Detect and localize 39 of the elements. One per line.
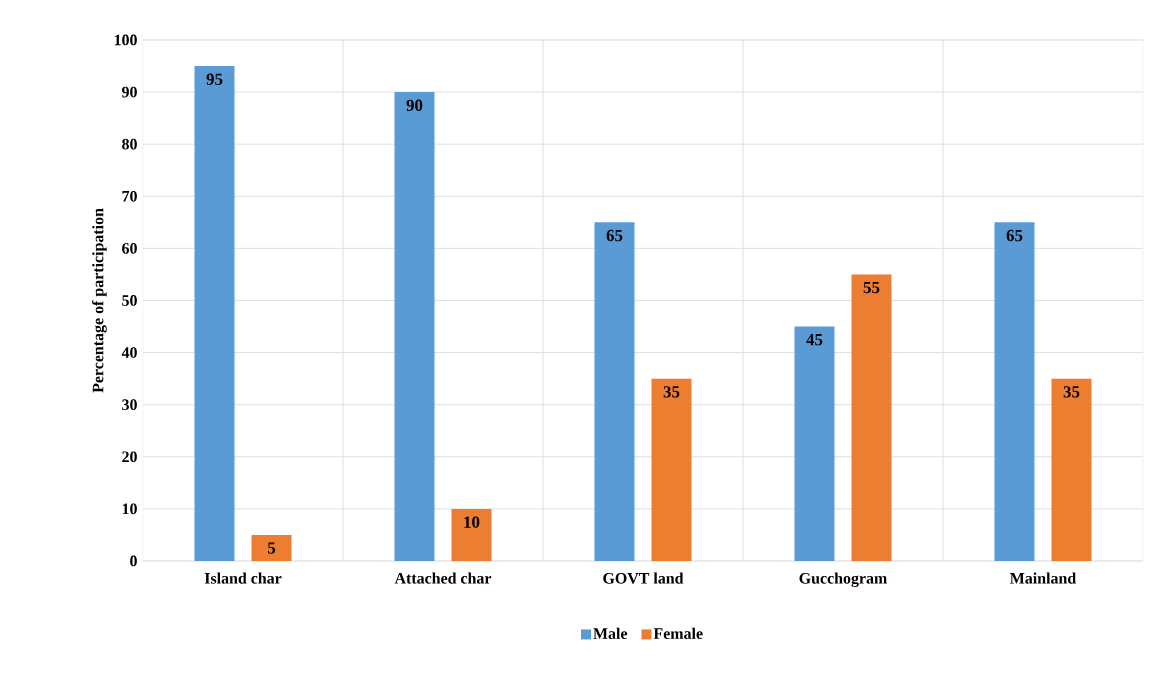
- data-label: 45: [806, 334, 823, 346]
- y-tick-label: 90: [121, 86, 137, 98]
- bar: [594, 222, 635, 561]
- bar: [851, 274, 892, 561]
- bar: [1051, 378, 1092, 561]
- legend-label: Male: [593, 627, 628, 639]
- bar: [794, 326, 835, 561]
- x-tick-label: GOVT land: [603, 572, 684, 584]
- data-label: 55: [863, 281, 880, 294]
- y-tick-label: 50: [122, 295, 137, 306]
- x-tick-label: Attached char: [394, 572, 492, 584]
- y-tick-label: 80: [122, 138, 137, 150]
- data-label: 95: [206, 73, 223, 85]
- bar: [251, 534, 292, 561]
- data-label: 65: [606, 229, 623, 242]
- y-tick-label: 60: [122, 243, 137, 254]
- x-tick-label: Island char: [204, 572, 282, 584]
- data-label: 5: [267, 542, 276, 554]
- data-label: 35: [663, 386, 680, 398]
- y-tick-label: 20: [122, 451, 137, 463]
- y-tick-label: 10: [122, 503, 137, 515]
- y-tick-label: 0: [130, 555, 137, 567]
- y-tick-label: 40: [121, 347, 137, 358]
- legend-label: Female: [653, 627, 703, 639]
- bar: [451, 508, 492, 561]
- data-label: 35: [1063, 386, 1080, 398]
- y-tick-label: 100: [114, 34, 137, 46]
- x-tick-label: Gucchogram: [799, 572, 887, 588]
- data-label: 90: [406, 99, 423, 112]
- y-tick-label: 30: [122, 399, 137, 411]
- y-axis-title: Percentage of participation: [92, 208, 107, 393]
- data-label: 65: [1006, 229, 1023, 242]
- data-label: 10: [464, 516, 480, 528]
- bar: [194, 66, 235, 561]
- bar: [394, 92, 435, 561]
- y-tick-label: 70: [122, 190, 137, 202]
- x-tick-label: Mainland: [1010, 572, 1077, 584]
- bar: [994, 222, 1035, 561]
- bar: [651, 378, 692, 561]
